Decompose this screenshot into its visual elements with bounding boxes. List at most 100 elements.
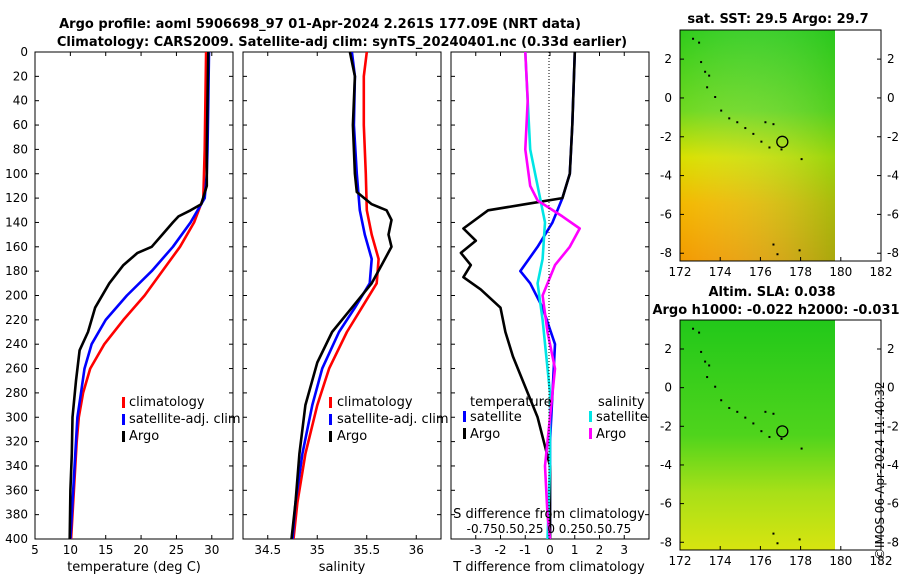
sla-islands — [692, 327, 803, 545]
island-dot — [706, 86, 709, 89]
map-y-tick-label: -2 — [660, 130, 672, 144]
map-y-tick-label-right: -8 — [887, 246, 899, 260]
x-tick-label: 1 — [571, 543, 579, 557]
depth-tick-label: 160 — [5, 240, 28, 254]
legend-swatch-argo-sal — [589, 428, 592, 439]
island-dot — [728, 117, 731, 120]
map-y-tick-label: -4 — [660, 169, 672, 183]
island-dot — [776, 542, 779, 545]
sla-map-title-1: Altim. SLA: 0.038 — [709, 285, 836, 300]
depth-tick-label: 80 — [13, 142, 28, 156]
island-dot — [798, 538, 801, 541]
island-dot — [714, 385, 717, 388]
x-tick-label: 35 — [310, 543, 325, 557]
x-tick-label: 15 — [98, 543, 113, 557]
depth-tick-label: 320 — [5, 435, 28, 449]
legend-label-sat-sal: satellite — [596, 410, 648, 425]
x-tick-label: 10 — [63, 543, 78, 557]
island-dot — [704, 360, 707, 363]
map-x-tick-label: 172 — [669, 265, 692, 279]
island-dot — [708, 364, 711, 367]
difference-series — [459, 52, 582, 539]
title-line-1: Argo profile: aoml 5906698_97 01-Apr-202… — [59, 17, 581, 32]
depth-tick-label: 180 — [5, 264, 28, 278]
legend-label-satellite: satellite-adj. clim — [337, 412, 449, 427]
island-dot — [728, 406, 731, 409]
map-y-tick-label-right: 0 — [887, 381, 895, 395]
island-dot — [704, 70, 707, 73]
map-y-tick-label-right: 2 — [887, 342, 895, 356]
sst-map — [679, 29, 882, 262]
legend-heading-temperature: temperature — [470, 395, 552, 410]
sla-map — [679, 319, 882, 551]
series-argo — [68, 52, 210, 539]
island-dot — [772, 243, 775, 246]
map-x-tick-label: 178 — [789, 265, 812, 279]
island-dot — [744, 416, 747, 419]
series-argo-salinity — [523, 52, 582, 539]
island-dot — [800, 447, 803, 450]
map-y-tick-label-right: -2 — [887, 419, 899, 433]
map-x-tick-label: 172 — [669, 554, 692, 568]
x-tick-label: 0 — [546, 543, 554, 557]
series-argo — [290, 52, 393, 539]
depth-tick-label: 140 — [5, 215, 28, 229]
legend-label-climatology: climatology — [337, 395, 413, 410]
salinity-xlabel: salinity — [319, 560, 366, 575]
depth-tick-label: 400 — [5, 532, 28, 546]
map-y-tick-label: -6 — [660, 497, 672, 511]
legend-swatch-climatology — [122, 397, 125, 408]
island-dot — [692, 327, 695, 330]
map-y-tick-label: 0 — [664, 91, 672, 105]
island-dot — [698, 331, 701, 334]
x-tick-label: -3 — [470, 543, 482, 557]
temperature-series — [68, 52, 211, 539]
series-argo-temperature — [459, 52, 577, 539]
depth-tick-label: 340 — [5, 459, 28, 473]
legend-heading-salinity: salinity — [598, 395, 645, 410]
map-x-tick-label: 176 — [749, 265, 772, 279]
legend-label-argo-sal: Argo — [596, 427, 626, 442]
tick-marks: 5 10 15 20 25 30 34.5 35 35.5 36 -3 -2 -1 0 1 2 3 — [31, 51, 649, 557]
legend-swatch-satellite — [329, 414, 332, 425]
depth-tick-label: 120 — [5, 191, 28, 205]
island-dot — [720, 399, 723, 402]
map-y-tick-label: -8 — [660, 535, 672, 549]
depth-tick-label: 40 — [13, 94, 28, 108]
x-tick-label: -2 — [495, 543, 507, 557]
map-y-tick-label: -4 — [660, 458, 672, 472]
map-y-tick-label: 2 — [664, 52, 672, 66]
salinity-legend: climatology satellite-adj. clim Argo — [329, 395, 449, 444]
difference-legend: temperature salinity satellite satellite… — [463, 395, 648, 442]
map-x-tick-label: 174 — [709, 265, 732, 279]
temperature-xlabel: temperature (deg C) — [67, 560, 201, 575]
island-dot — [772, 532, 775, 535]
x-tick-label: 35.5 — [353, 543, 380, 557]
island-dot — [768, 435, 771, 438]
legend-label-climatology: climatology — [129, 395, 205, 410]
island-dot — [744, 127, 747, 130]
map-y-tick-label: 2 — [664, 342, 672, 356]
island-dot — [760, 140, 763, 143]
salinity-series — [290, 52, 393, 539]
island-dot — [714, 96, 717, 98]
island-dot — [772, 412, 775, 415]
legend-swatch-argo-temp — [463, 428, 466, 439]
map-y-tick-label: -6 — [660, 207, 672, 221]
difference-top-ticks: -0.750.50.25 0 0.250.50.75 — [467, 522, 632, 536]
sst-map-frame — [679, 29, 882, 262]
temperature-legend: climatology satellite-adj. clim Argo — [122, 395, 241, 444]
map-y-tick-label-right: -4 — [887, 458, 899, 472]
title-line-2: Climatology: CARS2009. Satellite-adj cli… — [57, 35, 627, 50]
island-dot — [708, 74, 711, 77]
island-dot — [736, 121, 739, 124]
map-y-tick-label-right: -4 — [887, 169, 899, 183]
sla-field — [680, 320, 835, 550]
island-dot — [780, 437, 783, 440]
map-y-tick-label-right: -6 — [887, 207, 899, 221]
depth-tick-label: 280 — [5, 386, 28, 400]
temperature-axes — [34, 51, 234, 540]
map-x-tick-label: 182 — [870, 265, 893, 279]
map-y-tick-label-right: 2 — [887, 52, 895, 66]
legend-label-argo-temp: Argo — [470, 427, 500, 442]
